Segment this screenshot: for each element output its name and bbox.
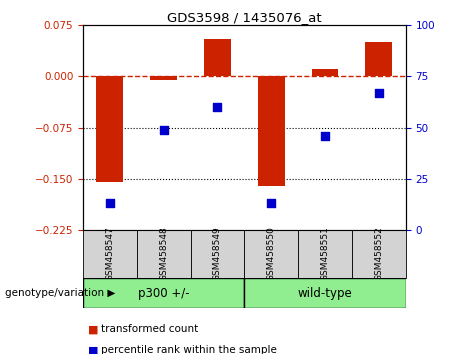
- Point: [160, 127, 167, 132]
- Text: GSM458547: GSM458547: [106, 227, 114, 281]
- Text: percentile rank within the sample: percentile rank within the sample: [101, 346, 278, 354]
- Bar: [83, 278, 244, 308]
- Point: [375, 90, 383, 96]
- Text: GSM458550: GSM458550: [267, 227, 276, 281]
- Bar: [150, 76, 177, 80]
- Bar: [204, 39, 231, 76]
- Text: ■: ■: [88, 346, 98, 354]
- Bar: [244, 230, 298, 278]
- Bar: [298, 230, 352, 278]
- Text: ■: ■: [88, 324, 98, 334]
- Bar: [312, 69, 338, 76]
- Bar: [190, 230, 244, 278]
- Bar: [352, 230, 406, 278]
- Text: genotype/variation ▶: genotype/variation ▶: [5, 288, 115, 298]
- Bar: [96, 76, 123, 182]
- Bar: [83, 230, 137, 278]
- Text: GSM458552: GSM458552: [374, 227, 383, 281]
- Text: transformed count: transformed count: [101, 324, 199, 334]
- Point: [321, 133, 329, 138]
- Bar: [137, 230, 190, 278]
- Text: GSM458551: GSM458551: [320, 227, 330, 281]
- Title: GDS3598 / 1435076_at: GDS3598 / 1435076_at: [167, 11, 322, 24]
- Bar: [365, 42, 392, 76]
- Point: [106, 200, 113, 206]
- Text: wild-type: wild-type: [298, 286, 352, 299]
- Point: [267, 200, 275, 206]
- Point: [214, 104, 221, 110]
- Text: p300 +/-: p300 +/-: [138, 286, 189, 299]
- Text: GSM458549: GSM458549: [213, 227, 222, 281]
- Text: GSM458548: GSM458548: [159, 227, 168, 281]
- Bar: [258, 76, 284, 185]
- Bar: [244, 278, 406, 308]
